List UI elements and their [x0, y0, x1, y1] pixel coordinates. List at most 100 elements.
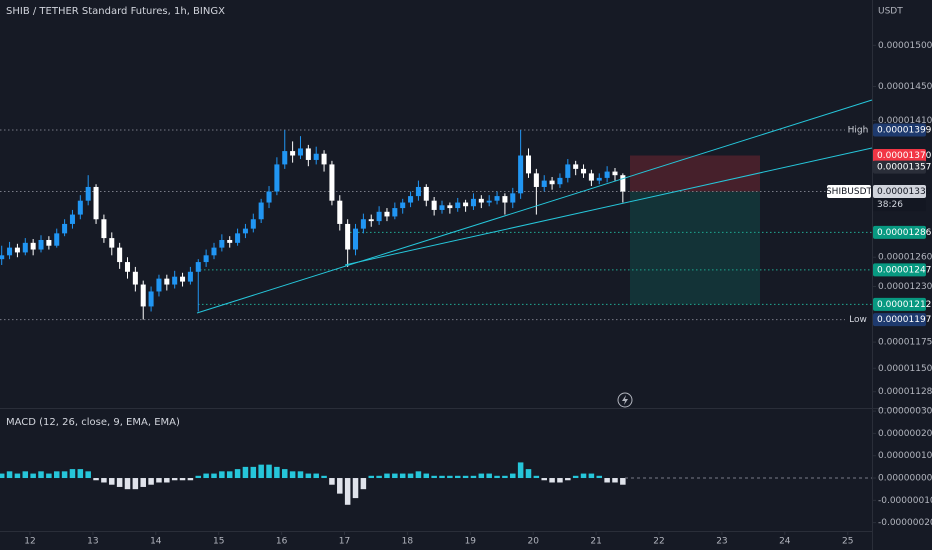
candle-body [494, 196, 500, 201]
y-tick-label: 0.00001175 [878, 338, 932, 348]
replay-icon[interactable] [617, 392, 633, 408]
price-tag-box [845, 313, 871, 327]
histogram-bar [61, 471, 68, 479]
histogram-bar [549, 478, 555, 483]
indicator-title: MACD (12, 26, close, 9, EMA, EMA) [6, 417, 180, 428]
histogram-bar [124, 478, 131, 490]
candle-body [172, 276, 178, 285]
candle-body [30, 242, 36, 250]
candle-body [85, 186, 91, 201]
candle-body [140, 284, 146, 307]
x-tick-label: 13 [87, 537, 98, 547]
candle-body [510, 193, 516, 203]
histogram-bar [478, 473, 485, 479]
candle-body [242, 228, 248, 234]
histogram-bar [360, 478, 367, 490]
histogram-bar [321, 475, 327, 479]
x-tick-label: 24 [779, 537, 791, 547]
candle-body [549, 180, 555, 185]
candle-body [164, 278, 170, 285]
histogram-bar [329, 478, 335, 485]
candle-body [463, 202, 469, 207]
price-label: 0.00001399 [877, 126, 932, 136]
x-tick-label: 21 [590, 537, 601, 547]
histogram-bar [274, 466, 280, 479]
x-tick-label: 19 [465, 537, 477, 547]
histogram-bar [109, 478, 115, 485]
trend-line[interactable] [196, 99, 873, 314]
candle-body [77, 200, 83, 215]
y-tick-label: 0.00000010 [878, 451, 932, 461]
target-zone [630, 191, 760, 305]
histogram-bar [211, 473, 217, 479]
x-tick-label: 12 [24, 537, 35, 547]
histogram-bar [494, 475, 500, 479]
histogram-bar [376, 475, 382, 479]
histogram-bar [305, 473, 312, 479]
candle-body [541, 180, 547, 187]
histogram-bar [258, 464, 264, 479]
histogram-bar [219, 471, 225, 479]
x-tick-label: 16 [276, 537, 288, 547]
histogram-bar [30, 473, 36, 479]
y-tick-label: 0.00001230 [878, 282, 932, 292]
price-label-box [873, 185, 926, 199]
y-tick-label: 0.00001410 [878, 116, 932, 126]
price-label-box [873, 149, 926, 163]
histogram-bar [46, 473, 52, 479]
candle-body [415, 186, 421, 197]
icon-bolt[interactable] [622, 395, 628, 405]
histogram-bar [407, 473, 414, 479]
candle-body [353, 228, 359, 250]
candle-body [408, 196, 414, 203]
histogram-bar [179, 478, 186, 481]
price-label: 0.00001330 [877, 187, 932, 197]
histogram-bar [297, 471, 304, 479]
histogram-bar [352, 478, 359, 499]
y-tick-label: 0.00000030 [878, 407, 932, 417]
price-label: 0.00001357 [877, 163, 931, 173]
x-tick-label: 25 [842, 537, 853, 547]
candle-body [101, 219, 107, 239]
candle-body [22, 242, 28, 253]
histogram-bar [195, 475, 202, 479]
histogram-bar [203, 473, 209, 479]
histogram-bar [502, 475, 508, 479]
candle-body [235, 233, 241, 243]
candle-body [596, 177, 602, 181]
histogram-bar [423, 473, 430, 479]
histogram-bar [0, 473, 5, 479]
candle-body [376, 211, 382, 222]
price-tag-box [827, 185, 871, 199]
candle-body [62, 223, 68, 234]
histogram-bar [470, 475, 477, 479]
trend-line[interactable] [344, 147, 873, 266]
histogram-bar [612, 478, 618, 483]
candle-body [250, 219, 256, 229]
candle-body [557, 177, 563, 185]
candle-body [227, 239, 233, 243]
candle-body [533, 173, 539, 187]
candle-body [187, 271, 193, 282]
candle-body [345, 223, 351, 250]
x-tick-label: 18 [402, 537, 414, 547]
stop-zone [630, 155, 760, 192]
candle-body [0, 255, 5, 260]
candle-body [282, 151, 288, 165]
candle-body [581, 168, 587, 174]
candle-body [455, 202, 461, 209]
candle-body [109, 238, 115, 248]
icon-circle[interactable] [617, 392, 633, 408]
histogram-bar [289, 471, 296, 479]
candle-body [439, 205, 445, 210]
histogram-bar [250, 466, 257, 479]
histogram-bar [533, 475, 540, 479]
price-label: 0.00001370 [877, 151, 932, 161]
candle-body [573, 164, 579, 169]
candle-body [195, 262, 201, 272]
histogram-bar [22, 471, 29, 479]
candle-body [266, 191, 272, 203]
candle-body [93, 186, 99, 220]
price-tag: High [848, 126, 869, 136]
